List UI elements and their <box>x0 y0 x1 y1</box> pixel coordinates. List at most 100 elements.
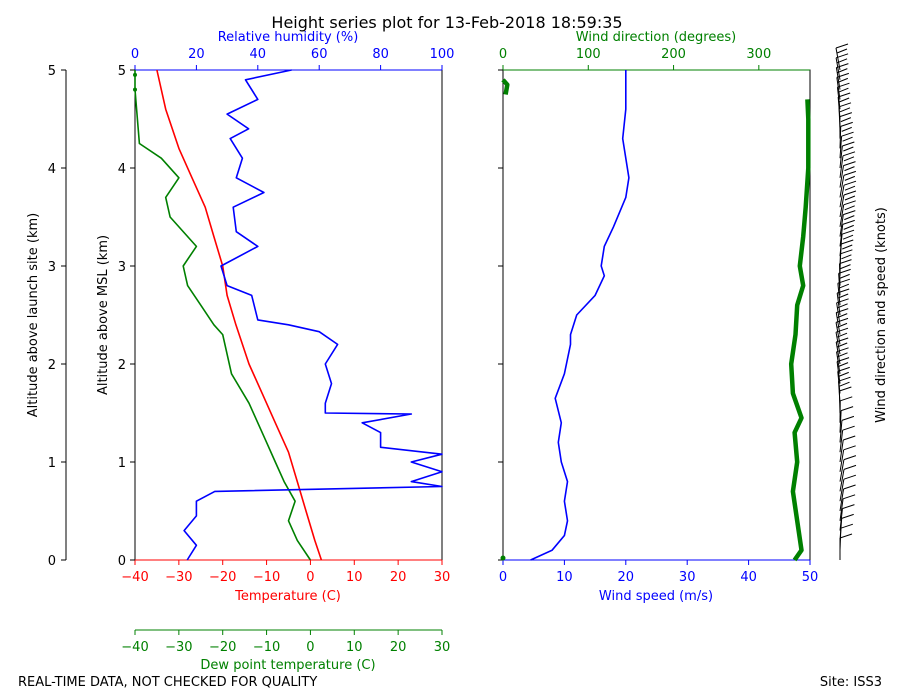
dewpoint-axis-tick-label: 20 <box>390 640 407 655</box>
wind-barb <box>839 449 845 472</box>
wind-speed-line <box>530 70 630 561</box>
wind-barb <box>835 322 841 345</box>
chart-title: Height series plot for 13-Feb-2018 18:59… <box>271 13 622 32</box>
wind-barb-flag <box>842 494 856 500</box>
wind-barb-flag <box>841 254 852 260</box>
wind-barb-flag <box>838 376 851 382</box>
wind-direction-tick-label: 300 <box>746 47 771 62</box>
rh-axis-tick-label: 100 <box>430 47 455 62</box>
wind-direction-tick-label: 0 <box>499 47 507 62</box>
rh-axis-label: Relative humidity (%) <box>218 30 359 45</box>
wind-barb <box>839 185 845 208</box>
wind-speed-axis-tick-label: 30 <box>679 570 696 585</box>
wind-barb-flag <box>837 352 848 358</box>
wind-barb-flag <box>843 180 857 186</box>
inner-altitude-tick-label: 5 <box>118 64 126 79</box>
wind-barb <box>839 430 844 453</box>
dewpoint-axis-tick-label: −40 <box>121 640 148 655</box>
wind-barb-flag <box>838 102 852 108</box>
wind-barb-flag <box>838 92 851 98</box>
wind-barb-flag <box>844 215 855 221</box>
wind-barb <box>839 204 845 227</box>
wind-barb <box>839 420 843 443</box>
relative-humidity-line <box>183 69 443 561</box>
temperature-axis-tick-label: 10 <box>346 570 363 585</box>
wind-barb <box>839 194 845 218</box>
wind-speed-axis-tick-label: 0 <box>499 570 507 585</box>
temperature-axis-tick-label: 30 <box>434 570 451 585</box>
footer-site: Site: ISS3 <box>820 675 882 690</box>
wind-barb-flag <box>842 234 854 240</box>
wind-speed-axis-tick-label: 20 <box>618 570 635 585</box>
wind-barb-axis-label: Wind direction and speed (knots) <box>874 207 889 423</box>
dewpoint-axis-label: Dew point temperature (C) <box>200 658 375 673</box>
wind-speed-axis-tick-label: 40 <box>740 570 757 585</box>
dewpoint-point <box>133 72 137 77</box>
rh-axis-tick-label: 60 <box>311 47 328 62</box>
inner-altitude-tick-label: 0 <box>118 554 126 569</box>
wind-barb <box>839 136 843 159</box>
wind-barb-flag <box>839 381 850 387</box>
wind-barb <box>835 57 841 80</box>
wind-barb <box>837 371 841 394</box>
wind-barb <box>835 312 841 335</box>
dewpoint-axis-tick-label: −20 <box>209 640 236 655</box>
wind-barb-flag <box>843 170 856 176</box>
wind-barb-flag <box>842 141 855 147</box>
wind-barb <box>837 283 841 306</box>
temperature-axis-tick-label: −40 <box>121 570 148 585</box>
wind-barb-flag <box>842 219 855 225</box>
wind-barb-flag <box>840 523 854 529</box>
wind-barb-flag <box>843 200 856 206</box>
wind-barb <box>839 410 842 433</box>
wind-direction-tick-label: 100 <box>576 47 601 62</box>
wind-barb <box>836 292 841 316</box>
wind-barb-flag <box>840 117 852 123</box>
wind-barb-flag <box>841 513 854 519</box>
wind-barb-flag <box>839 273 850 279</box>
wind-barb <box>839 145 843 169</box>
inner-altitude-tick-label: 2 <box>118 358 126 373</box>
wind-barb-flag <box>844 195 856 201</box>
wind-barb-flag <box>837 293 849 299</box>
wind-barb-flag <box>839 386 852 392</box>
wind-direction-point <box>500 555 506 561</box>
wind-barb <box>839 439 844 463</box>
wind-barb-flag <box>840 121 853 127</box>
wind-barb-flag <box>836 72 849 78</box>
wind-barb <box>839 165 844 188</box>
dewpoint-axis-tick-label: −30 <box>165 640 192 655</box>
wind-barb <box>836 87 841 110</box>
wind-barb-flag <box>840 264 851 270</box>
wind-barb-flag <box>841 131 854 137</box>
wind-barb-flag <box>840 396 853 402</box>
wind-barb <box>836 361 841 384</box>
wind-barb-flag <box>843 484 856 490</box>
wind-barb <box>839 224 844 247</box>
wind-barb-flag <box>842 136 853 142</box>
footer-disclaimer: REAL-TIME DATA, NOT CHECKED FOR QUALITY <box>18 675 317 690</box>
temperature-axis-tick-label: 0 <box>306 570 314 585</box>
altitude-msl-axis-label: Altitude above MSL (km) <box>96 235 111 395</box>
wind-plot-frame <box>502 69 811 561</box>
wind-barb-flag <box>844 175 856 181</box>
dewpoint-axis-tick-label: 0 <box>306 640 314 655</box>
wind-barb-flag <box>835 43 849 49</box>
rh-axis-tick-label: 80 <box>372 47 389 62</box>
wind-barb-flag <box>843 464 857 470</box>
wind-barb <box>835 47 841 71</box>
wind-barb-flag <box>839 112 853 118</box>
wind-barb-flag <box>839 259 852 265</box>
outer-altitude-tick-label: 3 <box>48 260 56 275</box>
wind-speed-axis-label: Wind speed (m/s) <box>599 589 713 604</box>
wind-barb-flag <box>844 205 855 211</box>
wind-barb-flag <box>841 415 855 421</box>
wind-barb <box>838 273 841 296</box>
inner-altitude-tick-label: 4 <box>118 162 126 177</box>
wind-direction-line-wrap <box>501 78 510 95</box>
wind-barb-flag <box>843 146 854 152</box>
wind-barb-flag <box>837 362 849 368</box>
thermo-plot-frame <box>134 69 443 561</box>
